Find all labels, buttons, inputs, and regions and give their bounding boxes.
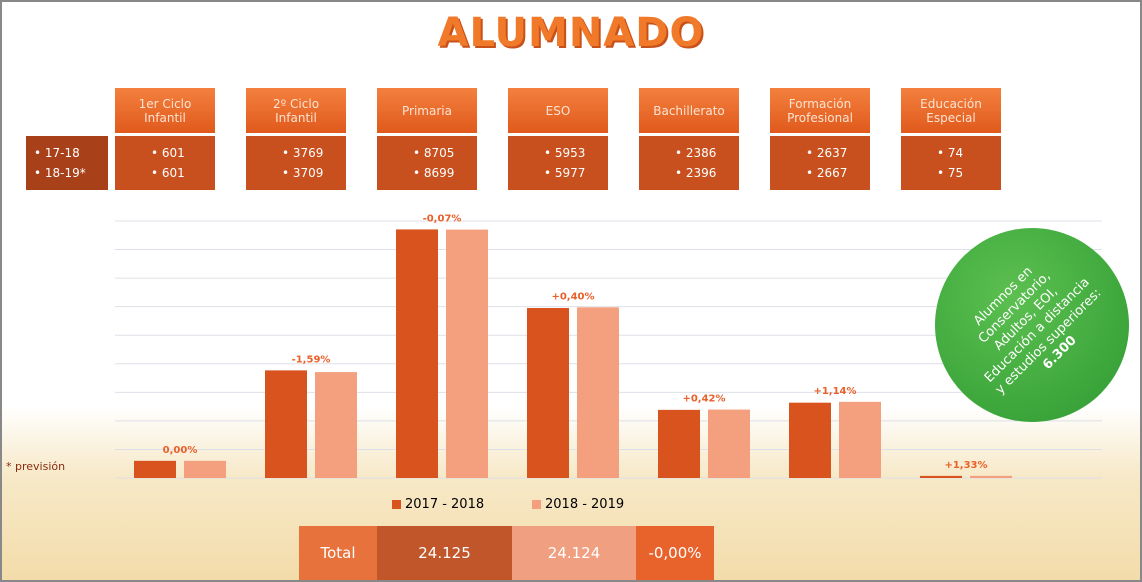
total-value: -0,00% — [636, 526, 714, 580]
table-value: 601 — [151, 143, 185, 163]
value-cell: 26372667 — [770, 136, 870, 190]
category-header: Primaria — [377, 88, 477, 133]
legend-label: 2018 - 2019 — [545, 497, 624, 512]
series-key: 17-1818-19* — [26, 136, 108, 190]
table-value: 5953 — [544, 143, 585, 163]
bar — [134, 461, 176, 478]
table-value: 74 — [937, 143, 963, 163]
bar — [920, 476, 962, 478]
category-header: ESO — [508, 88, 608, 133]
series-short-name: 17-18 — [34, 143, 80, 163]
table-value: 2667 — [806, 163, 847, 183]
category-header: Educación Especial — [901, 88, 1001, 133]
total-value: 24.125 — [377, 526, 512, 580]
bar — [658, 410, 700, 478]
title: ALUMNADO — [2, 10, 1140, 56]
info-bubble: Alumnos en Conservatorio, Adultos, EOI, … — [935, 228, 1129, 422]
bar — [265, 370, 307, 478]
legend-swatch — [392, 500, 401, 509]
table-value: 2386 — [675, 143, 716, 163]
bar — [184, 461, 226, 478]
table-value: 2396 — [675, 163, 716, 183]
bar — [708, 410, 750, 478]
table-value: 5977 — [544, 163, 585, 183]
bar — [446, 230, 488, 478]
change-label: 0,00% — [163, 445, 198, 456]
value-cell: 601601 — [115, 136, 215, 190]
change-label: +1,14% — [813, 386, 856, 397]
change-label: +1,33% — [944, 460, 987, 471]
legend-item: 2017 - 2018 — [392, 497, 484, 512]
category-header: 1er Ciclo Infantil — [115, 88, 215, 133]
total-label: Total — [299, 526, 377, 580]
legend-label: 2017 - 2018 — [405, 497, 484, 512]
bar — [839, 402, 881, 478]
bar — [789, 403, 831, 478]
table-value: 8699 — [413, 163, 454, 183]
table-value: 3769 — [282, 143, 323, 163]
bubble-text: Alumnos en Conservatorio, Adultos, EOI, … — [971, 264, 1105, 398]
table-value: 75 — [937, 163, 963, 183]
table-value: 601 — [151, 163, 185, 183]
category-header: Formación Profesional — [770, 88, 870, 133]
change-label: -1,59% — [292, 354, 331, 365]
value-cell: 7475 — [901, 136, 1001, 190]
change-label: -0,07% — [423, 213, 462, 224]
change-label: +0,40% — [551, 291, 594, 302]
footnote: * previsión — [6, 460, 65, 473]
change-label: +0,42% — [682, 394, 725, 405]
bar — [970, 476, 1012, 478]
table-value: 3709 — [282, 163, 323, 183]
total-value: 24.124 — [512, 526, 636, 580]
category-header: 2º Ciclo Infantil — [246, 88, 346, 133]
bar — [527, 308, 569, 478]
slide: 0,00% -1,59% -0,07% +0,40% +0,42% +1,14% +1,33… — [0, 0, 1142, 582]
value-cell: 23862396 — [639, 136, 739, 190]
legend-item: 2018 - 2019 — [532, 497, 624, 512]
value-cell: 87058699 — [377, 136, 477, 190]
bar — [396, 229, 438, 478]
table-value: 8705 — [413, 143, 454, 163]
series-short-name: 18-19* — [34, 163, 86, 183]
value-cell: 59535977 — [508, 136, 608, 190]
value-cell: 37693709 — [246, 136, 346, 190]
table-value: 2637 — [806, 143, 847, 163]
legend-swatch — [532, 500, 541, 509]
bar — [577, 307, 619, 478]
bar — [315, 372, 357, 478]
category-header: Bachillerato — [639, 88, 739, 133]
